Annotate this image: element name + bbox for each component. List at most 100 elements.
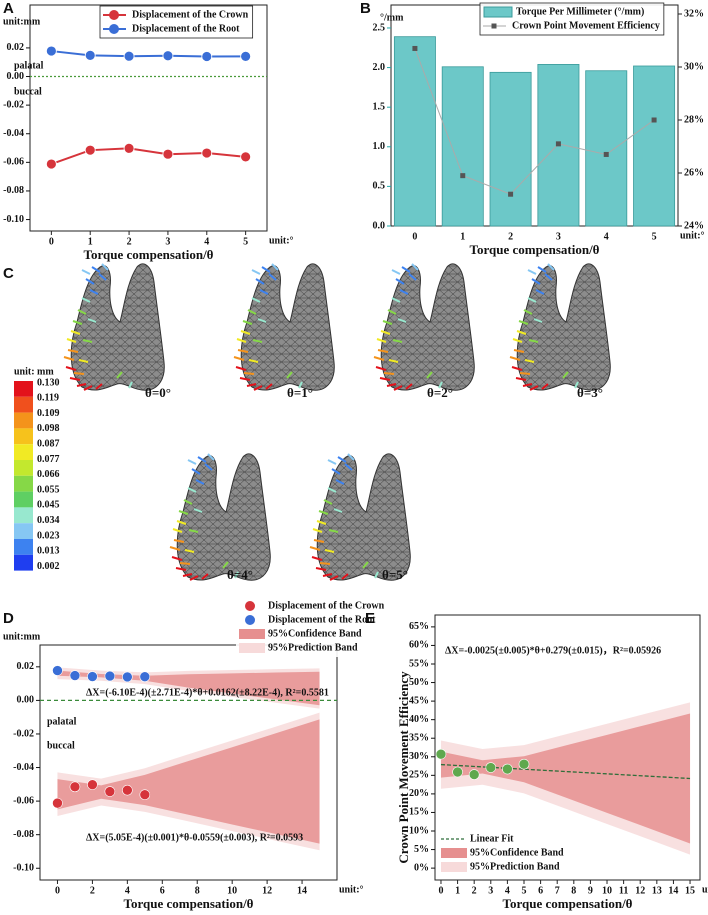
point xyxy=(162,50,174,62)
y-tick-label: -0.06 xyxy=(13,795,34,806)
x-tick-label: 3 xyxy=(488,885,493,896)
y-tick-label: -0.02 xyxy=(13,728,34,739)
legend-label: Crown Point Movement Efficiency xyxy=(512,20,660,31)
legend-marker xyxy=(483,6,513,18)
y-tick-label: 0.0 xyxy=(373,220,386,231)
y-tick-label: 0.02 xyxy=(17,661,35,672)
plot-frame xyxy=(39,644,338,881)
x-tick-label: 5 xyxy=(243,236,248,247)
panel-label: C xyxy=(3,265,14,282)
point xyxy=(52,665,63,676)
colorbar-swatch xyxy=(14,539,33,555)
x-tick-label: 3 xyxy=(165,236,170,247)
x-tick-label: 0 xyxy=(412,231,417,242)
x-tick-label: 2 xyxy=(90,885,95,896)
point xyxy=(485,762,497,773)
x-tick-label: 4 xyxy=(604,231,609,242)
colorbar-label: 0.002 xyxy=(37,561,60,572)
tooth-image xyxy=(169,452,272,582)
y-tick-label: 2.0 xyxy=(373,62,386,73)
bar xyxy=(393,36,436,227)
x-tick-label: 9 xyxy=(588,885,593,896)
bar xyxy=(633,65,676,227)
annotation: palatal xyxy=(47,716,77,727)
x-tick-label: 1 xyxy=(455,885,460,896)
y2-tick-label: 24% xyxy=(684,220,704,231)
y-tick-label: 20% xyxy=(409,788,429,799)
point xyxy=(87,671,98,682)
legend-marker xyxy=(245,601,255,611)
colorbar-label: 0.098 xyxy=(37,423,60,434)
bar xyxy=(585,70,628,227)
point xyxy=(104,670,116,682)
confidence-band xyxy=(57,719,320,844)
x-tick-label: 14 xyxy=(668,885,678,896)
legend-marker xyxy=(109,10,119,20)
x-tick-label: 13 xyxy=(652,885,662,896)
caption: θ=4° xyxy=(227,567,253,582)
point xyxy=(104,786,116,797)
colorbar-swatch xyxy=(14,396,33,413)
caption: θ=3° xyxy=(577,385,603,400)
point xyxy=(468,769,480,780)
point xyxy=(69,781,81,793)
point xyxy=(651,117,657,123)
y-unit: °/mm xyxy=(380,12,404,23)
point xyxy=(460,173,466,179)
caption: θ=1° xyxy=(287,385,313,400)
x-tick-label: 0 xyxy=(55,885,60,896)
x-tick-label: 0 xyxy=(438,885,443,896)
legend-label: 95%Confidence Band xyxy=(268,628,362,639)
point xyxy=(162,148,174,160)
colorbar-label: 0.109 xyxy=(37,408,60,419)
series-line xyxy=(51,147,246,165)
confidence-band xyxy=(57,670,320,706)
legend-label: Linear Fit xyxy=(470,833,514,844)
x-tick-label: 11 xyxy=(619,885,628,896)
x-unit: unit:° xyxy=(680,230,705,241)
point xyxy=(435,748,447,760)
plot-frame xyxy=(434,614,701,881)
panel-label: D xyxy=(3,610,14,627)
x-tick-label: 4 xyxy=(125,885,130,896)
bar xyxy=(441,66,484,227)
point xyxy=(87,779,98,790)
x-tick-label: 14 xyxy=(297,885,307,896)
y-tick-label: 5% xyxy=(414,844,429,855)
point xyxy=(508,191,514,197)
y-tick-label: -0.10 xyxy=(13,863,34,874)
y-tick-label: 35% xyxy=(409,733,429,744)
y-tick-label: 1.5 xyxy=(373,101,386,112)
annotation: buccal xyxy=(14,86,42,97)
legend-marker xyxy=(441,862,467,872)
legend-label: 95%Confidence Band xyxy=(470,847,564,858)
series-line xyxy=(51,50,246,58)
colorbar-label: 0.023 xyxy=(37,530,60,541)
y-tick-label: 0.00 xyxy=(7,71,25,82)
x-tick-label: 0 xyxy=(49,236,54,247)
x-tick-label: 10 xyxy=(227,885,237,896)
point xyxy=(240,151,252,163)
x-axis-title: Torque compensation/θ xyxy=(124,896,254,911)
tooth-image xyxy=(373,262,476,392)
point xyxy=(412,45,418,51)
y-tick-label: 60% xyxy=(409,640,429,651)
tooth-image xyxy=(63,262,166,392)
x-tick-label: 12 xyxy=(262,885,272,896)
y-tick-label: 0.00 xyxy=(17,695,35,706)
annotation: palatal xyxy=(14,60,44,71)
plot-frame xyxy=(29,4,268,232)
x-tick-label: 1 xyxy=(460,231,465,242)
y-tick-label: 50% xyxy=(409,677,429,688)
colorbar-label: 0.119 xyxy=(37,393,59,404)
x-tick-label: 5 xyxy=(521,885,526,896)
y-tick-label: 0.5 xyxy=(373,181,386,192)
series-line xyxy=(414,48,655,195)
legend-marker xyxy=(239,643,265,653)
annotation: ΔX=-0.0025(±0.005)*θ+0.279(±0.015)，R²=0.… xyxy=(445,645,661,656)
x-tick-label: 6 xyxy=(160,885,165,896)
colorbar-label: 0.066 xyxy=(37,469,60,480)
x-tick-label: 2 xyxy=(127,236,132,247)
colorbar-swatch xyxy=(14,554,33,571)
x-unit: unit:° xyxy=(339,884,364,895)
